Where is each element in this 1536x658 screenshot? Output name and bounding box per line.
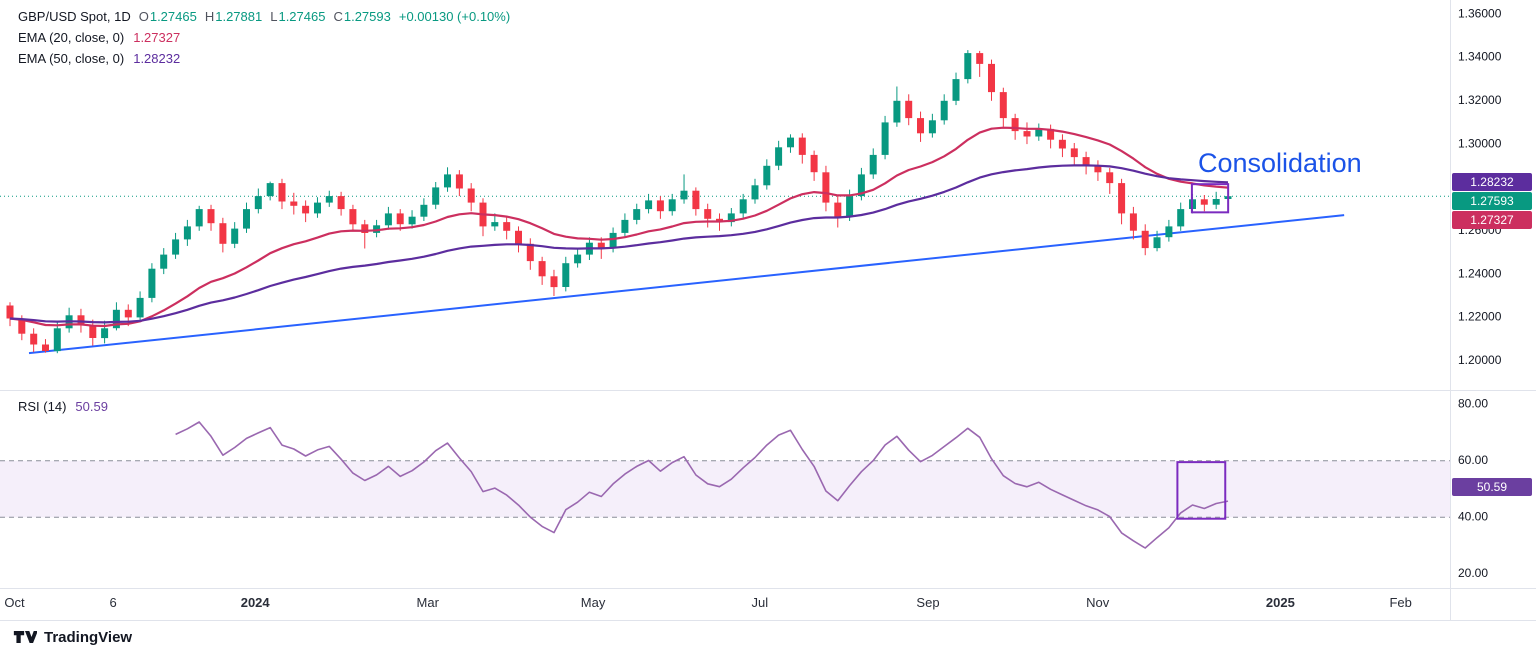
time-tick-label: Jul [751, 595, 769, 610]
ema20-label: EMA (20, close, 0) [18, 30, 125, 45]
price-tick-label: 1.34000 [1458, 50, 1502, 64]
price-tick-label: 1.24000 [1458, 266, 1502, 280]
ema50-legend-row[interactable]: EMA (50, close, 0) 1.28232 [18, 48, 510, 69]
time-tick-label: Feb [1389, 595, 1412, 610]
rsi-value: 50.59 [75, 399, 108, 414]
time-tick-label: Mar [416, 595, 439, 610]
time-tick-label: May [580, 595, 606, 610]
time-tick-label: 2025 [1265, 595, 1295, 610]
rsi-tick-label: 20.00 [1458, 566, 1488, 580]
open-label: O [138, 9, 149, 24]
open-value: 1.27465 [149, 9, 197, 24]
tradingview-brand-text: TradingView [44, 628, 133, 646]
price-label-ema50: 1.28232 [1452, 173, 1532, 192]
tradingview-logo-icon [13, 631, 37, 643]
price-tick-label: 1.32000 [1458, 93, 1502, 107]
ema50-value: 1.28232 [133, 51, 181, 66]
ema50-label: EMA (50, close, 0) [18, 51, 125, 66]
time-tick-label: Sep [916, 595, 940, 610]
high-value: 1.27881 [215, 9, 263, 24]
rsi-line[interactable] [175, 421, 1229, 549]
change-value: +0.00130 (+0.10%) [398, 9, 511, 24]
time-tick-label: 6 [109, 595, 117, 610]
rsi-tick-label: 80.00 [1458, 396, 1488, 410]
rsi-legend-row[interactable]: RSI (14) 50.59 [18, 399, 108, 414]
tradingview-attribution[interactable]: TradingView [13, 627, 132, 647]
candles [6, 50, 1232, 354]
price-tick-label: 1.30000 [1458, 136, 1502, 150]
time-tick-label: Oct [4, 595, 25, 610]
close-value: 1.27593 [343, 9, 391, 24]
low-value: 1.27465 [278, 9, 326, 24]
price-tick-label: 1.20000 [1458, 353, 1502, 367]
price-tick-label: 1.36000 [1458, 6, 1502, 20]
time-tick-label: 2024 [240, 595, 270, 610]
price-label-last: 1.27593 [1452, 192, 1532, 211]
price-label-ema20: 1.27327 [1452, 211, 1532, 230]
symbol-legend: GBP/USD Spot, 1D O 1.27465 H 1.27881 L 1… [18, 6, 510, 69]
ema20-value: 1.27327 [133, 30, 181, 45]
symbol-title[interactable]: GBP/USD Spot, 1D [18, 9, 131, 24]
rsi-value-label: 50.59 [1452, 478, 1532, 497]
low-label: L [270, 9, 278, 24]
ema20-legend-row[interactable]: EMA (20, close, 0) 1.27327 [18, 27, 510, 48]
time-tick-label: Nov [1086, 595, 1110, 610]
high-label: H [204, 9, 215, 24]
rsi-tick-label: 40.00 [1458, 509, 1488, 523]
consolidation-box-rsi[interactable] [1176, 461, 1227, 520]
symbol-row: GBP/USD Spot, 1D O 1.27465 H 1.27881 L 1… [18, 6, 510, 27]
ema50-line[interactable] [9, 164, 1229, 324]
rsi-label: RSI (14) [18, 399, 67, 414]
rsi-band [0, 460, 1450, 518]
consolidation-box-price[interactable] [1190, 183, 1230, 214]
consolidation-annotation: Consolidation [1198, 148, 1362, 178]
price-tick-label: 1.22000 [1458, 310, 1502, 324]
rsi-tick-label: 60.00 [1458, 453, 1488, 467]
trendline-drawing[interactable] [28, 214, 1345, 355]
ema20-line[interactable] [9, 126, 1229, 328]
time-axis[interactable]: Oct 6 2024 Mar May Jul Sep Nov 2025 Feb [0, 592, 1450, 616]
close-label: C [333, 9, 343, 24]
